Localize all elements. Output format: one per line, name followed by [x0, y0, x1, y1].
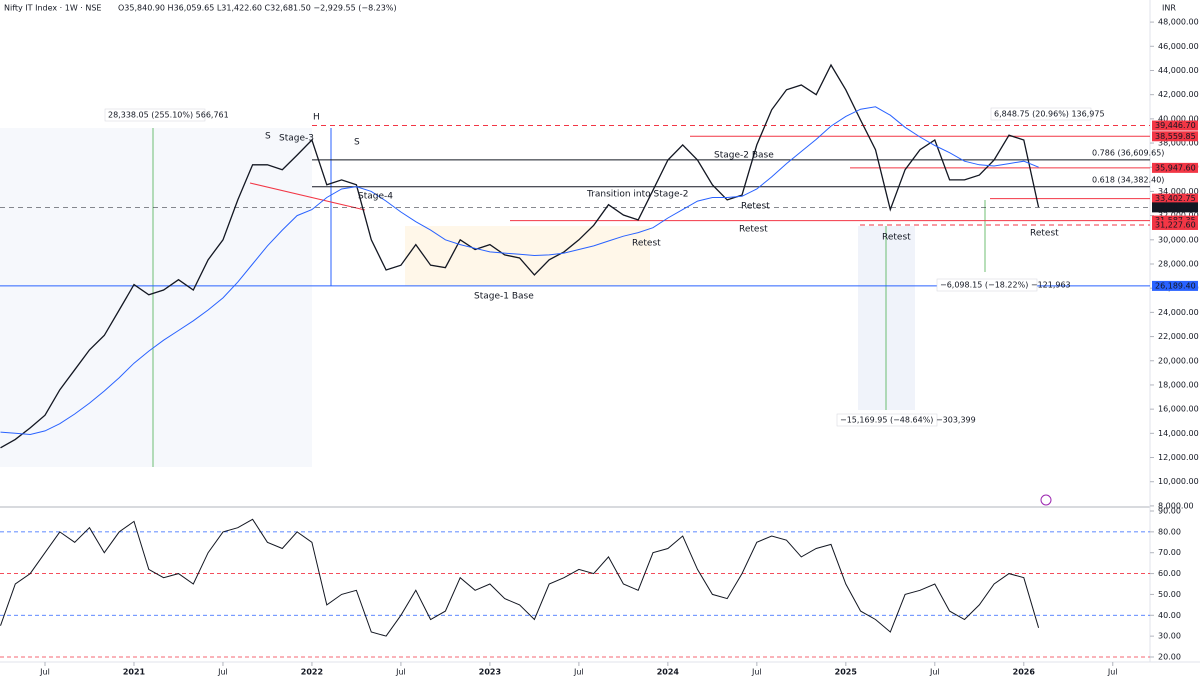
y-tick-label: 50.00	[1158, 590, 1181, 599]
y-tick-label: 80.00	[1158, 527, 1181, 536]
y-tick-label: 20,000.00	[1158, 356, 1199, 365]
level-label-box	[1152, 193, 1198, 204]
series-line	[0, 518, 1040, 637]
measure-box	[836, 413, 938, 427]
x-tick-label: Jul	[395, 668, 406, 677]
level-label: 26,189.40	[1155, 281, 1196, 290]
y-tick-label: 44,000.00	[1158, 66, 1199, 75]
level-label: 39,446.70	[1155, 121, 1196, 130]
x-tick-label: 2024	[657, 668, 680, 677]
x-tick-label: 2023	[479, 668, 501, 677]
level-label-box	[1152, 280, 1198, 291]
fib-label: 0.786 (36,609.65)	[1092, 148, 1164, 157]
y-tick-label: 20.00	[1158, 653, 1181, 662]
annotation: Retest	[739, 225, 768, 235]
annotation: S	[354, 138, 360, 148]
icon[interactable]	[1040, 494, 1052, 506]
annotation: Stage-1 Base	[474, 292, 534, 302]
level-label: 32,681.50	[1155, 203, 1196, 212]
measure-box	[104, 108, 206, 122]
annotation: H	[313, 113, 320, 123]
y-tick-label: 42,000.00	[1158, 90, 1199, 99]
level-label: 35,947.60	[1155, 163, 1196, 172]
fib-label: 0.618 (34,382.40)	[1092, 175, 1164, 184]
y-tick-label: 14,000.00	[1158, 429, 1199, 438]
x-tick-label: 2021	[123, 668, 146, 677]
y-tick-label: 46,000.00	[1158, 42, 1199, 51]
range-box	[858, 226, 915, 410]
x-tick-label: Jul	[751, 668, 762, 677]
annotation: Stage-2 Base	[714, 151, 774, 161]
y-tick-label: 48,000.00	[1158, 18, 1199, 27]
y-tick-label: 30,000.00	[1158, 235, 1199, 244]
series-line	[0, 106, 1039, 436]
measure-box	[936, 278, 1038, 292]
y-tick-label: 28,000.00	[1158, 260, 1199, 269]
x-tick-label: 2026	[1013, 668, 1036, 677]
y-tick-label: 24,000.00	[1158, 308, 1199, 317]
level-label: 38,559.85	[1155, 132, 1196, 141]
measure-label: −15,169.95 (−48.64%) −303,399	[840, 416, 976, 425]
y-tick-label: 38,000.00	[1158, 139, 1199, 148]
y-tick-label: 16,000.00	[1158, 405, 1199, 414]
y-tick-label: 40,000.00	[1158, 114, 1199, 123]
header-title: Nifty IT Index · 1W · NSE	[4, 4, 101, 13]
x-tick-label: 2025	[835, 668, 858, 677]
level-label-box	[1152, 219, 1198, 230]
x-tick-label: Jul	[929, 668, 940, 677]
measure-label: −6,098.15 (−18.22%) −121,963	[940, 281, 1071, 290]
annotation: Transition into Stage-2	[586, 190, 688, 200]
y-tick-label: 30.00	[1158, 632, 1181, 641]
measure-label: 6,848.75 (20.96%) 136,975	[994, 110, 1105, 119]
x-tick-label: Jul	[573, 668, 584, 677]
header-ohlc: O35,840.90 H36,059.65 L31,422.60 C32,681…	[118, 4, 397, 13]
level-label-box	[1152, 131, 1198, 142]
x-tick-label: 2022	[301, 668, 323, 677]
annotation: S	[265, 132, 271, 142]
trend-line	[249, 182, 366, 211]
y-tick-label: 90.00	[1158, 507, 1181, 516]
annotation: Retest	[882, 233, 911, 243]
level-label-box	[1152, 202, 1198, 213]
x-tick-label: Jul	[1107, 668, 1118, 677]
x-tick-label: Jul	[39, 668, 50, 677]
level-label-box	[1152, 162, 1198, 173]
annotation: Retest	[741, 202, 770, 212]
y-tick-label: 40.00	[1158, 611, 1181, 620]
base-box	[405, 226, 650, 286]
y-tick-label: 12,000.00	[1158, 453, 1199, 462]
level-label-box	[1152, 120, 1198, 131]
measure-box	[990, 107, 1092, 121]
y-tick-label: 22,000.00	[1158, 332, 1199, 341]
series-line	[0, 63, 1040, 449]
x-tick-label: Jul	[217, 668, 228, 677]
measure-label: 28,338.05 (255.10%) 566,761	[108, 111, 229, 120]
level-label: 33,402.75	[1155, 194, 1196, 203]
level-label: 31,227.60	[1155, 220, 1196, 229]
y-tick-label: 10,000.00	[1158, 477, 1199, 486]
y-tick-label: 34,000.00	[1158, 187, 1199, 196]
y-tick-label: 18,000.00	[1158, 380, 1199, 389]
y-tick-label: 70.00	[1158, 548, 1181, 557]
y-tick-label: 8,000.00	[1158, 501, 1194, 510]
annotation: Retest	[1030, 229, 1059, 239]
y-tick-label: 60.00	[1158, 569, 1181, 578]
annotation: Stage-4	[358, 192, 393, 202]
annotation: Retest	[632, 239, 661, 249]
annotation: Stage-3	[279, 134, 314, 144]
range-box	[0, 128, 312, 467]
currency: INR	[1162, 4, 1176, 13]
